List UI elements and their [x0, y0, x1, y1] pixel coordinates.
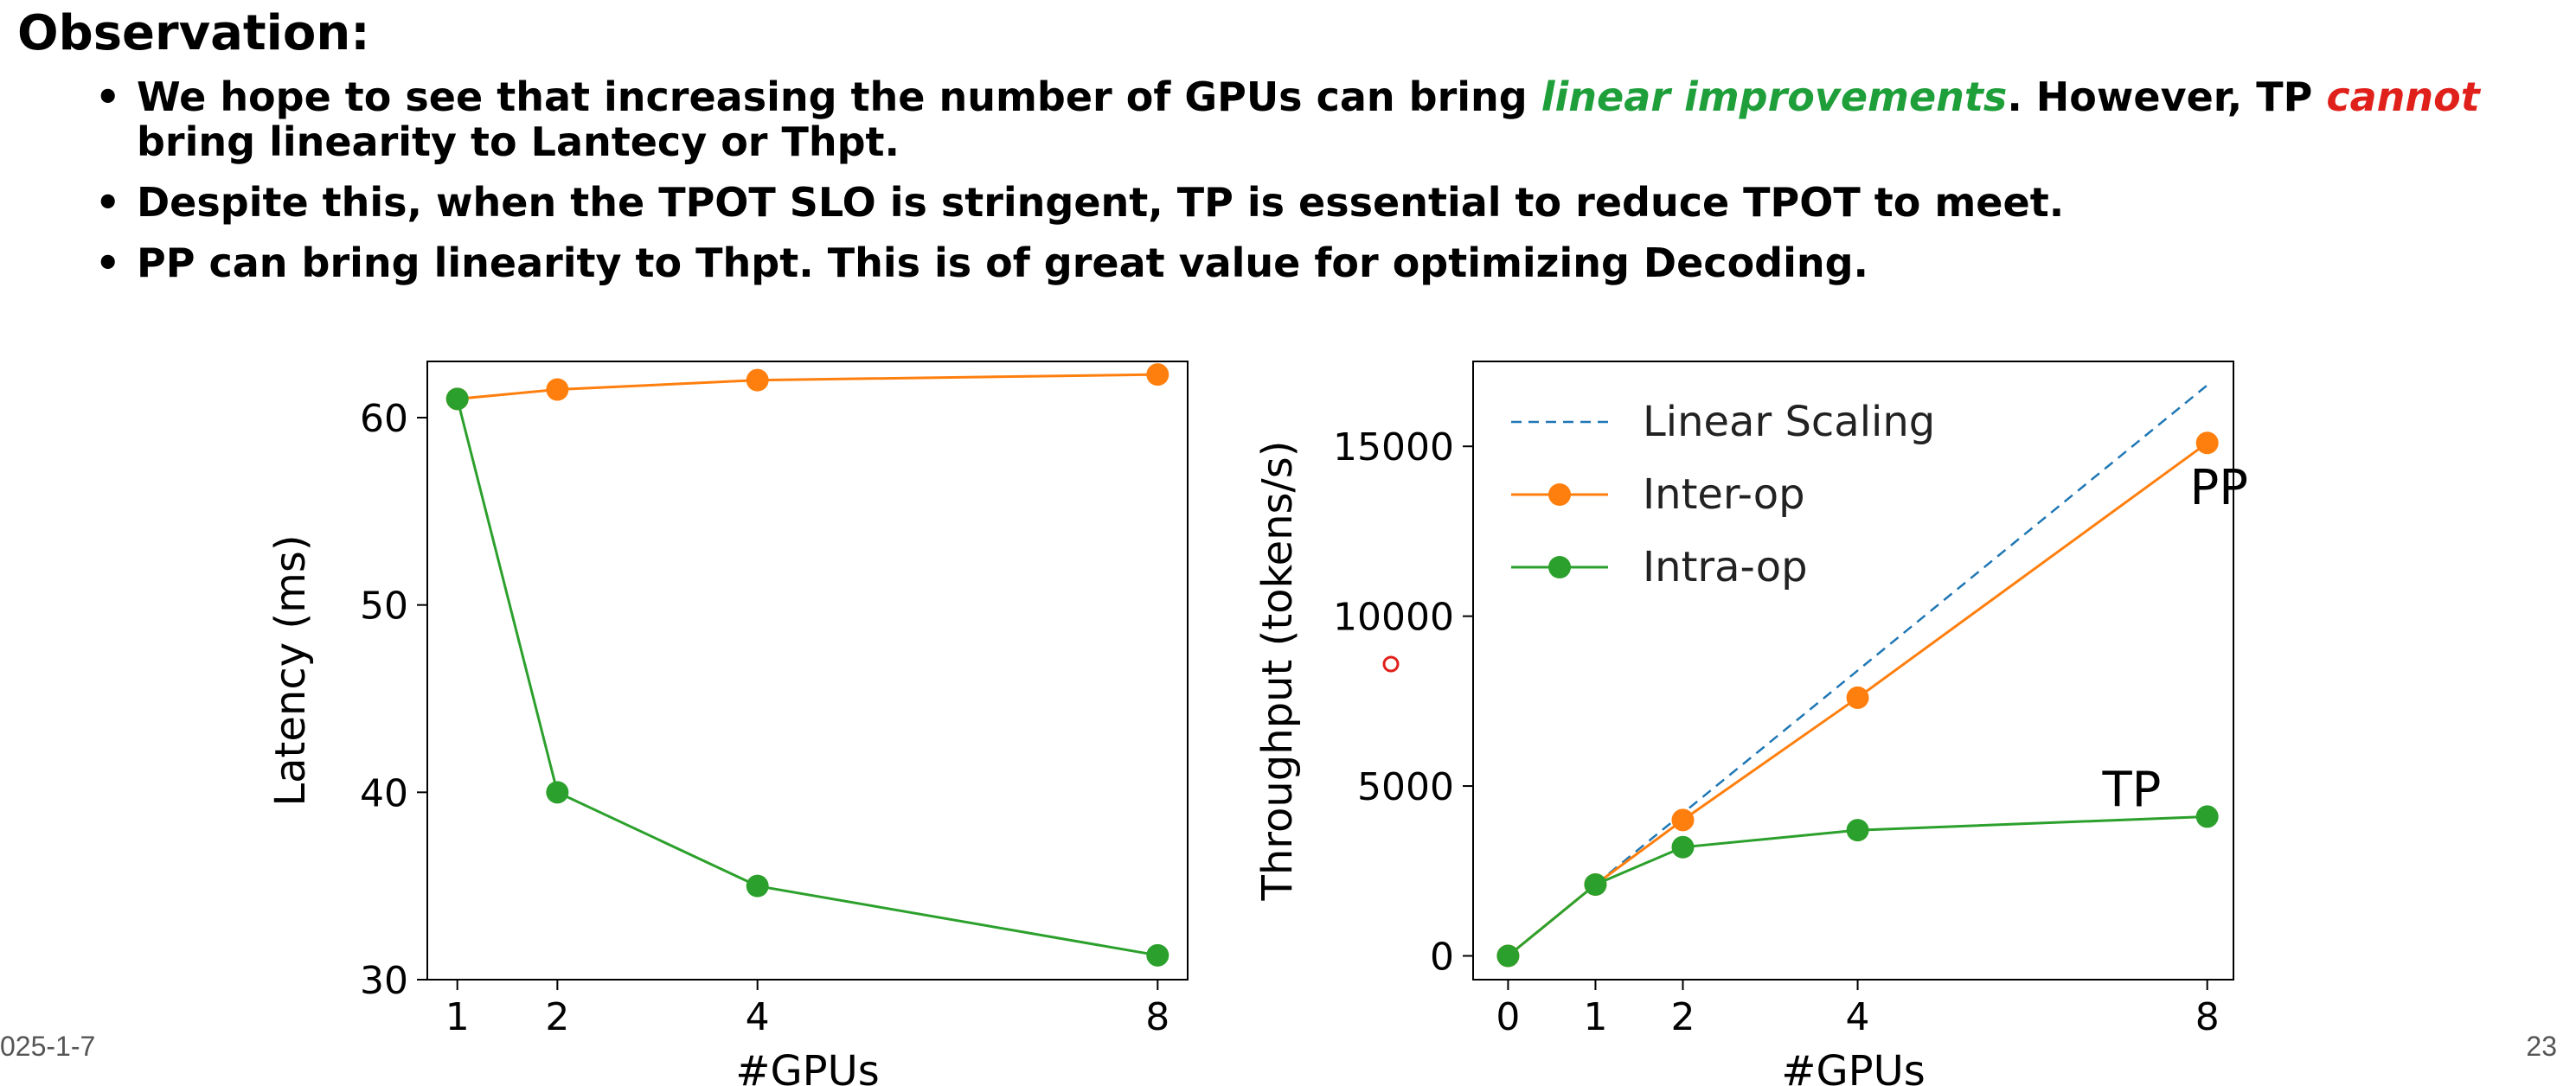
x-tick-label: 4: [1846, 995, 1870, 1039]
bullet-text: Despite this, when the TPOT SLO is strin…: [137, 179, 2065, 226]
x-tick-label: 1: [445, 995, 470, 1039]
y-tick-label: 40: [360, 771, 408, 815]
data-point-orange: [746, 368, 769, 392]
annotation-pp: PP: [2189, 460, 2248, 516]
series-line-green: [456, 398, 1158, 957]
y-tick-label: 60: [360, 397, 408, 441]
data-point-intra-op: [1584, 873, 1607, 896]
plot-frame: [426, 361, 1189, 981]
series-line-linear-scaling: [1594, 384, 2208, 885]
y-tick-label: 30: [360, 959, 408, 1003]
x-tick-label: 4: [746, 995, 770, 1039]
x-tick-label: 0: [1496, 995, 1520, 1039]
y-tick-label: 50: [360, 585, 408, 629]
chart-2: [1463, 361, 2234, 990]
series-line-orange: [457, 373, 1158, 400]
x-tick-label: 1: [1583, 995, 1607, 1039]
bullet-item: PP can bring linearity to Thpt. This is …: [95, 240, 2560, 285]
data-point-inter-op: [2195, 431, 2219, 455]
page-number: 23: [2526, 1031, 2557, 1062]
x-axis-label: #GPUs: [735, 1047, 880, 1086]
annotation-tp: TP: [2101, 763, 2161, 819]
highlight-green: linear improvements: [1541, 73, 2008, 120]
y-tick-label: 5000: [1357, 765, 1454, 809]
bullet-text: bring linearity to Lantecy or Thpt.: [137, 118, 900, 165]
data-point-intra-op: [1496, 944, 1520, 968]
data-point-intra-op: [2195, 805, 2219, 828]
bullet-item: We hope to see that increasing the numbe…: [95, 74, 2560, 164]
x-tick-label: 8: [2195, 995, 2220, 1039]
data-point-intra-op: [1846, 819, 1869, 842]
legend-marker: [1548, 483, 1571, 506]
y-tick-label: 0: [1430, 936, 1454, 980]
bullet-text: PP can bring linearity to Thpt. This is …: [137, 240, 1869, 286]
slide-heading: Observation:: [17, 5, 370, 61]
data-point-green: [445, 387, 469, 411]
cursor-indicator-icon: [1382, 655, 1400, 673]
plot-frame: [1472, 361, 2234, 981]
bullet-text: We hope to see that increasing the numbe…: [137, 73, 1541, 120]
data-point-inter-op: [1671, 808, 1695, 832]
legend-label: Linear Scaling: [1643, 398, 1935, 446]
data-point-green: [546, 781, 569, 804]
highlight-red: cannot: [2326, 73, 2480, 120]
x-tick-label: 2: [1670, 995, 1695, 1039]
chart-1: [417, 361, 1189, 990]
bullet-item: Despite this, when the TPOT SLO is strin…: [95, 180, 2560, 225]
legend: [1511, 420, 1608, 578]
x-tick-label: 2: [545, 995, 569, 1039]
y-axis-label: Throughput (tokens/s): [1253, 441, 1302, 902]
x-axis-label: #GPUs: [1781, 1047, 1926, 1086]
footer-date: 025-1-7: [0, 1031, 96, 1062]
data-point-orange: [546, 378, 569, 401]
data-point-intra-op: [1671, 835, 1695, 859]
y-tick-label: 15000: [1333, 425, 1454, 470]
bullet-list: We hope to see that increasing the numbe…: [95, 74, 2560, 301]
legend-label: Inter-op: [1643, 470, 1805, 519]
data-point-green: [1146, 943, 1169, 967]
y-tick-label: 10000: [1333, 596, 1454, 640]
bullet-text: . However, TP: [2007, 73, 2327, 120]
y-axis-label: Latency (ms): [266, 534, 315, 806]
legend-label: Intra-op: [1643, 543, 1808, 591]
data-point-inter-op: [1846, 686, 1869, 709]
x-tick-label: 8: [1145, 995, 1169, 1039]
data-point-green: [746, 874, 769, 898]
legend-marker: [1548, 556, 1571, 578]
data-point-orange: [1146, 363, 1169, 386]
